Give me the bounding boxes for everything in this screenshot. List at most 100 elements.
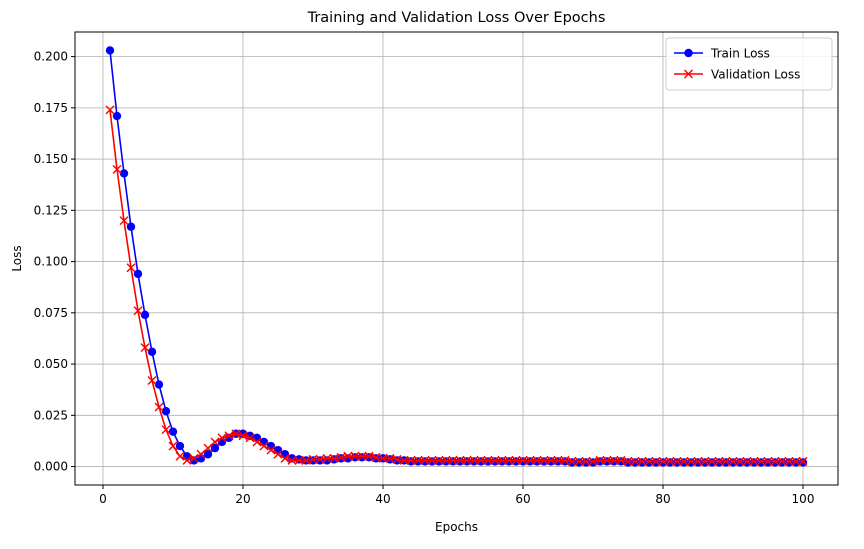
data-point (637, 458, 647, 467)
data-point (126, 222, 136, 231)
data-point (182, 455, 192, 465)
data-point (336, 452, 346, 462)
data-point (728, 456, 738, 466)
data-point (798, 458, 808, 467)
x-tick-label: 0 (99, 492, 107, 506)
data-point (791, 458, 801, 467)
data-point (588, 456, 598, 466)
data-point (777, 456, 787, 466)
y-tick-label: 0.075 (34, 306, 68, 320)
y-tick-label: 0.125 (34, 203, 68, 217)
data-point (770, 456, 780, 466)
x-tick-label: 60 (515, 492, 530, 506)
legend-label: Train Loss (710, 47, 770, 61)
data-point (189, 453, 199, 463)
y-tick-label: 0.200 (34, 50, 68, 64)
data-point (504, 455, 514, 465)
y-tick-label: 0.100 (34, 255, 68, 269)
data-point (203, 450, 213, 459)
data-point (308, 456, 318, 465)
data-point (224, 431, 234, 441)
data-point (763, 456, 773, 466)
x-tick-label: 100 (792, 492, 815, 506)
data-point (609, 457, 619, 466)
data-point (448, 457, 458, 466)
data-point (210, 443, 220, 453)
y-axis-label: Loss (10, 245, 24, 271)
data-point (532, 457, 542, 466)
data-point (168, 427, 178, 436)
data-point (147, 375, 157, 385)
data-point (469, 457, 479, 466)
data-point (644, 456, 654, 466)
series-line (109, 50, 803, 464)
data-point (602, 455, 612, 465)
data-point (168, 441, 178, 451)
data-point (252, 437, 262, 447)
data-point (742, 458, 752, 467)
grid (75, 32, 838, 485)
data-point (385, 453, 395, 463)
data-point (147, 347, 157, 356)
data-point (175, 441, 185, 451)
series-validation-loss (105, 105, 808, 466)
data-point (749, 456, 759, 466)
data-point (350, 453, 360, 462)
data-point (693, 456, 703, 466)
data-point (567, 456, 577, 466)
data-point (161, 407, 171, 416)
data-point (140, 310, 150, 320)
data-point (763, 458, 773, 467)
data-point (693, 458, 703, 467)
data-point (378, 453, 388, 463)
data-point (602, 457, 612, 466)
data-point (672, 456, 682, 466)
data-point (637, 456, 647, 466)
data-point (756, 456, 766, 466)
data-point (511, 455, 521, 465)
data-point (609, 455, 619, 465)
y-tick-label: 0.025 (34, 408, 68, 422)
data-point (483, 457, 493, 466)
data-point (644, 458, 654, 467)
data-point (784, 456, 794, 466)
data-point (721, 458, 731, 467)
data-point (539, 455, 549, 465)
data-point (420, 455, 430, 465)
data-point (511, 457, 521, 466)
data-point (126, 263, 136, 273)
data-point (686, 458, 696, 467)
data-point (357, 451, 367, 461)
data-point (756, 458, 766, 467)
data-point (364, 453, 374, 462)
data-point (385, 455, 395, 464)
data-point (105, 105, 115, 115)
y-tick-label: 0.175 (34, 101, 68, 115)
data-point (308, 454, 318, 464)
x-tick-label: 40 (375, 492, 390, 506)
series-train-loss (105, 46, 808, 467)
data-point (532, 455, 542, 465)
data-point (707, 456, 717, 466)
data-point (553, 457, 563, 466)
data-point (658, 456, 668, 466)
data-point (791, 456, 801, 466)
data-point (560, 455, 570, 465)
data-point (266, 445, 276, 455)
data-point (175, 451, 185, 461)
data-point (427, 455, 437, 465)
data-point (420, 457, 430, 466)
data-point (287, 455, 297, 465)
data-point (133, 269, 143, 279)
data-point (231, 429, 241, 439)
data-point (672, 458, 682, 467)
data-point (371, 452, 381, 462)
data-point (714, 456, 724, 466)
legend-marker (684, 69, 693, 79)
data-point (665, 456, 675, 466)
data-point (406, 457, 416, 466)
data-point (357, 453, 367, 462)
data-point (553, 455, 563, 465)
legend-box (665, 37, 833, 91)
